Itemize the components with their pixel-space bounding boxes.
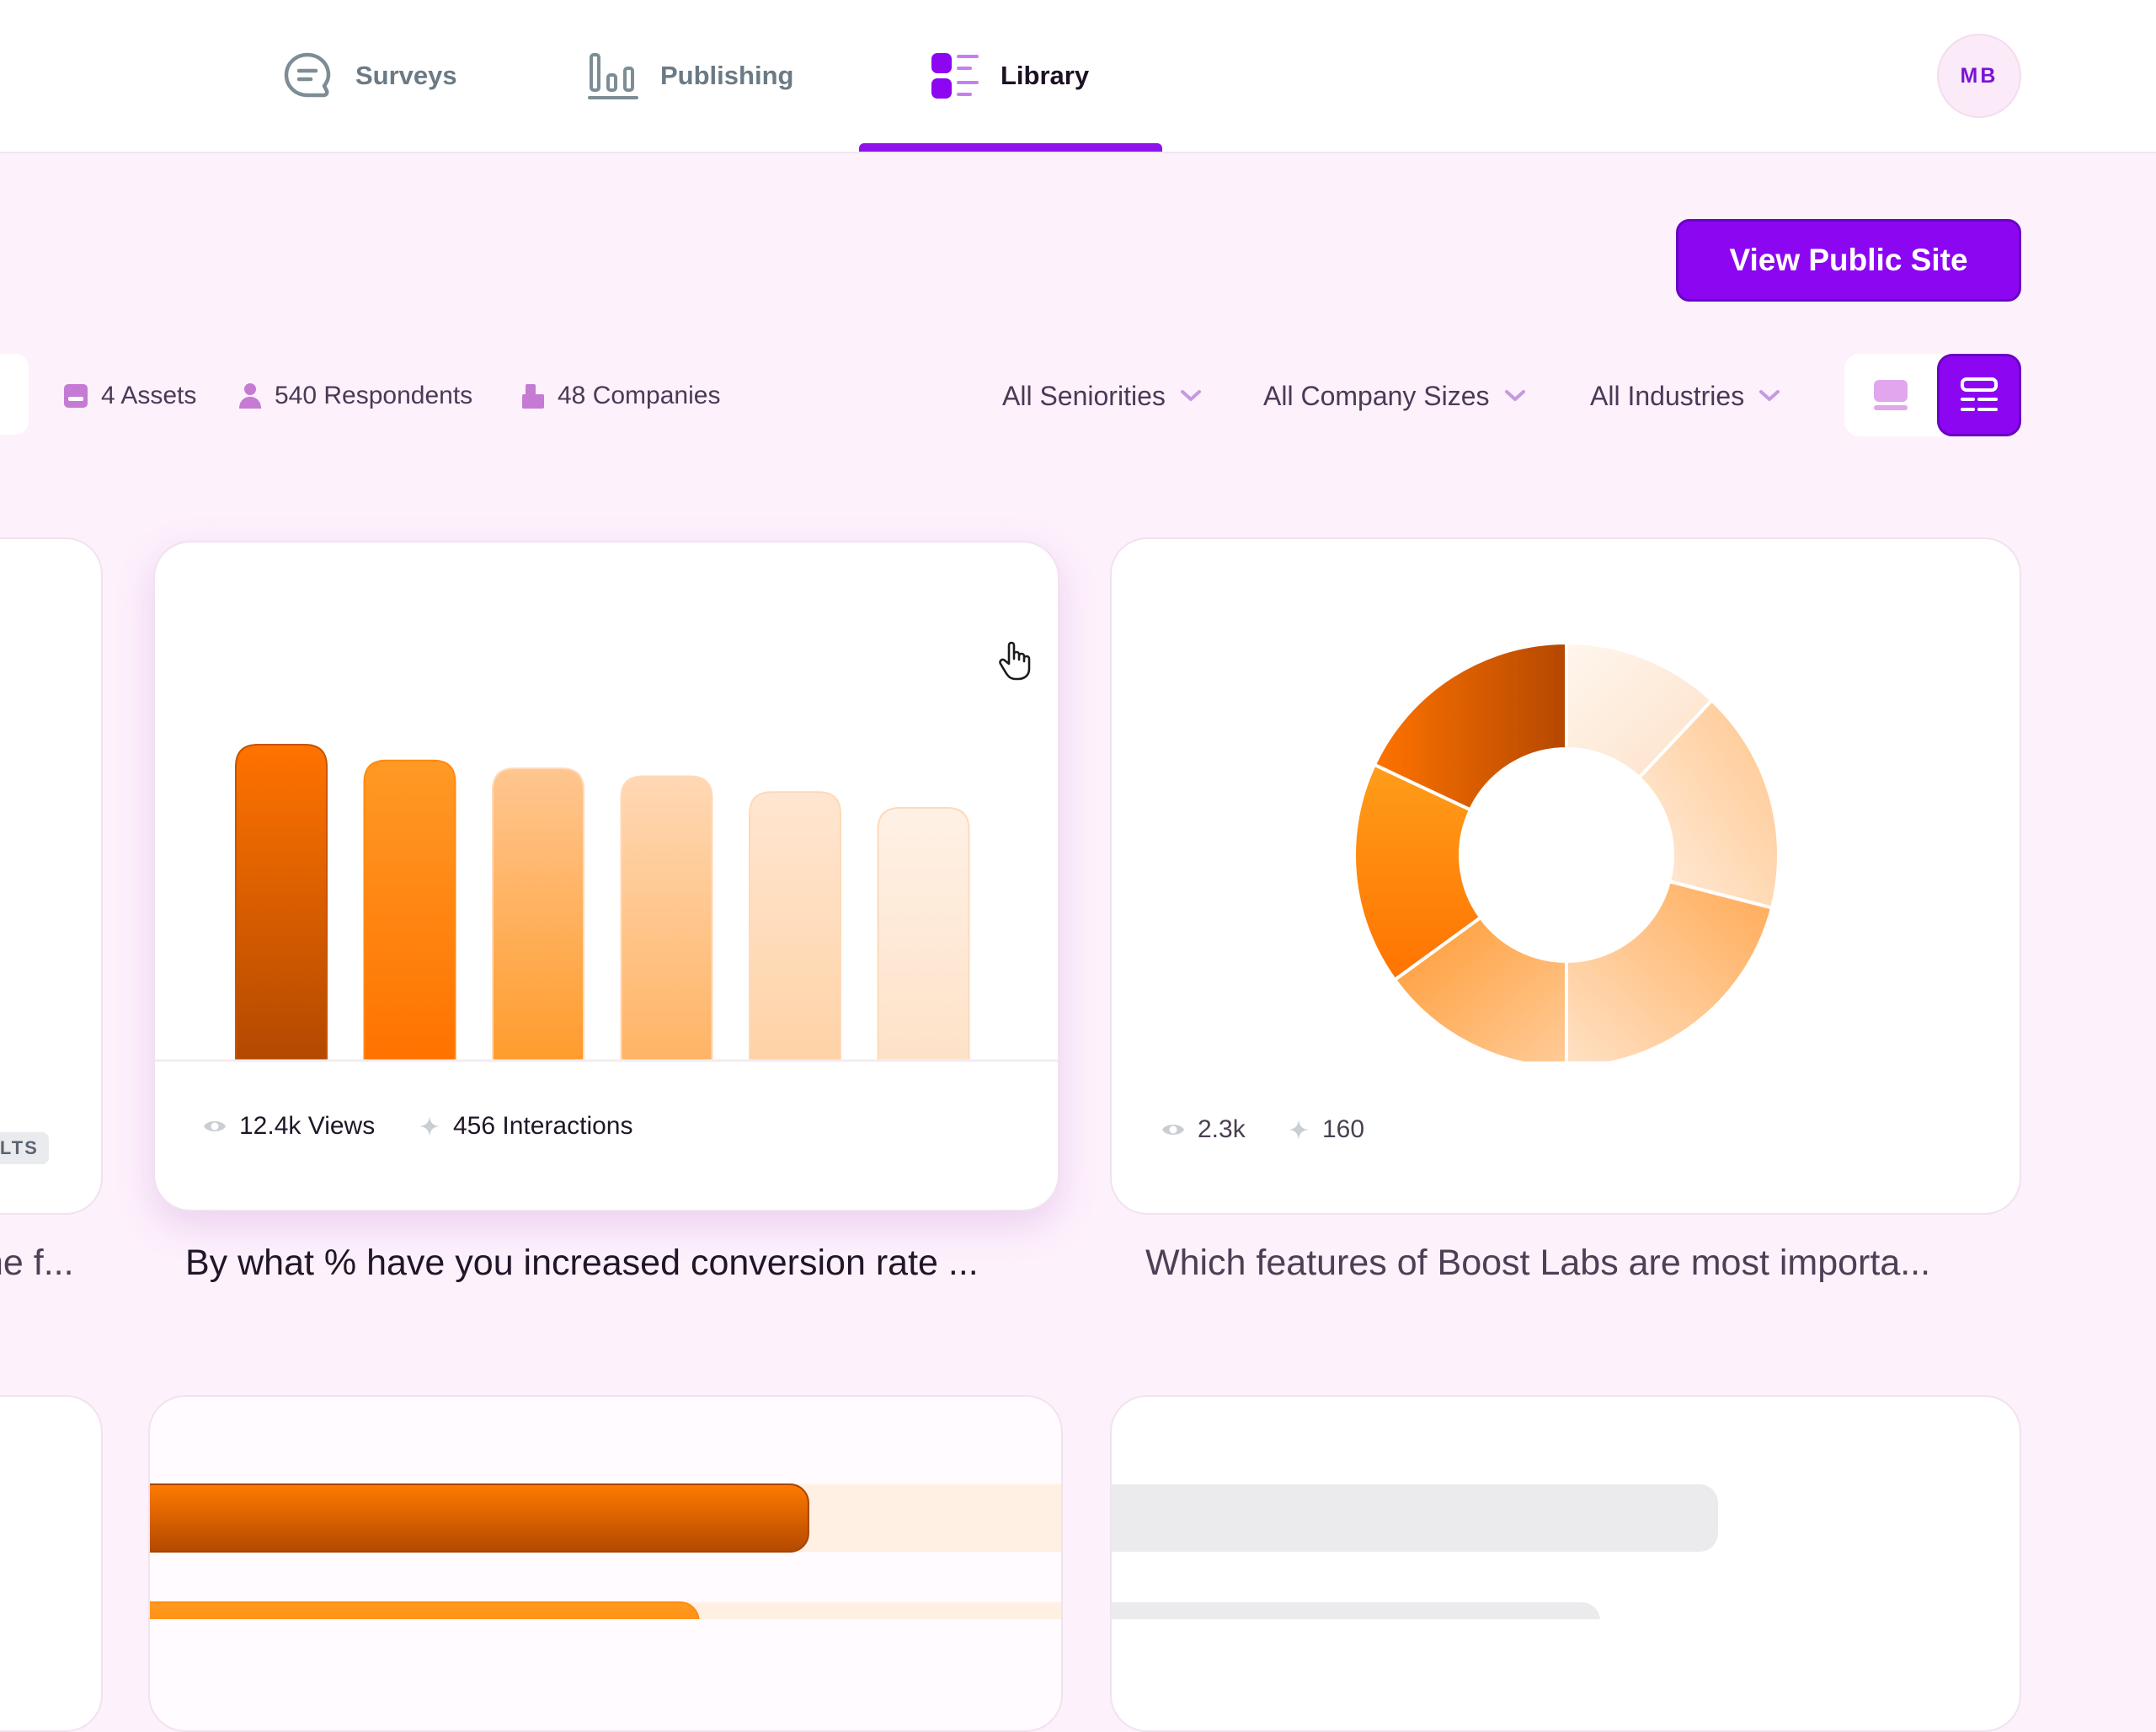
asset-card-partial[interactable] — [0, 537, 103, 1215]
respondents-stat: 540 Respondents — [237, 376, 472, 416]
sparkle-icon — [418, 1115, 441, 1138]
skeleton-bar — [1112, 1602, 1600, 1619]
views-count: 2.3k — [1198, 1115, 1246, 1143]
eye-icon — [1161, 1120, 1186, 1140]
status-badge: ULTS — [0, 1132, 49, 1164]
donut-slice-2[interactable] — [1636, 698, 1780, 911]
companies-stat: 48 Companies — [520, 376, 720, 416]
bar-chart — [155, 744, 1058, 1062]
view-public-site-button[interactable]: View Public Site — [1676, 219, 2021, 302]
donut-slice-6[interactable] — [1372, 640, 1568, 813]
hbar-1[interactable] — [150, 1483, 809, 1553]
card-view-icon — [1872, 378, 1909, 412]
avatar[interactable]: MB — [1937, 34, 2021, 118]
asset-card-bar-chart[interactable]: 12.4k Views 456 Interactions — [153, 541, 1059, 1211]
card-footer: 2.3k 160 — [1112, 1061, 2020, 1213]
industry-filter[interactable]: All Industries — [1590, 376, 1781, 416]
seniority-filter-value: All Seniorities — [1002, 380, 1166, 411]
card-title-conversion[interactable]: By what % have you increased conversion … — [185, 1243, 979, 1284]
tab-label: Library — [1001, 61, 1090, 90]
views-metric: 12.4k Views — [202, 1112, 375, 1141]
asset-card-donut-chart[interactable]: 2.3k 160 — [1110, 537, 2021, 1215]
eye-icon — [202, 1116, 227, 1136]
seniority-filter[interactable]: All Seniorities — [1002, 376, 1203, 416]
asset-card-loading[interactable] — [1110, 1395, 2021, 1732]
search-field-edge[interactable] — [0, 354, 29, 435]
card-title-text: By what % have you increased conversion … — [185, 1243, 979, 1283]
bar-4[interactable] — [620, 775, 713, 1061]
card-footer: 12.4k Views 456 Interactions — [155, 1058, 1058, 1210]
donut-slice-5[interactable] — [1353, 762, 1483, 982]
horizontal-bar-chart — [150, 1483, 1061, 1619]
bar-chart-icon — [588, 50, 638, 102]
bar-2[interactable] — [363, 759, 456, 1061]
interactions-count: 456 Interactions — [453, 1112, 633, 1140]
avatar-initials: MB — [1960, 63, 1999, 88]
tab-label: Surveys — [355, 61, 457, 90]
library-icon — [930, 51, 979, 100]
building-icon — [520, 382, 546, 409]
company-size-filter[interactable]: All Company Sizes — [1263, 376, 1527, 416]
card-title-text: he f... — [0, 1243, 74, 1283]
chevron-down-icon — [1758, 388, 1781, 404]
chat-bubble-icon — [281, 50, 334, 102]
view-public-site-label: View Public Site — [1729, 243, 1968, 277]
views-metric: 2.3k — [1161, 1115, 1246, 1144]
bar-6[interactable] — [877, 807, 970, 1061]
tab-library[interactable]: Library — [930, 47, 1089, 104]
interactions-metric: 456 Interactions — [418, 1112, 632, 1141]
donut-slice-3[interactable] — [1565, 879, 1774, 1061]
chevron-down-icon — [1179, 388, 1203, 404]
loading-skeleton — [1112, 1484, 1718, 1619]
views-count: 12.4k Views — [239, 1112, 376, 1140]
industry-filter-value: All Industries — [1590, 380, 1745, 411]
list-view-icon — [1960, 377, 1999, 414]
skeleton-bar — [1112, 1484, 1718, 1552]
hbar-2[interactable] — [150, 1601, 700, 1619]
donut-slice-4[interactable] — [1392, 915, 1568, 1061]
card-title-partial[interactable]: he f... — [0, 1243, 74, 1284]
donut-chart — [1353, 640, 1780, 1061]
person-icon — [237, 382, 263, 409]
sparkle-icon — [1287, 1118, 1310, 1141]
chevron-down-icon — [1503, 388, 1527, 404]
respondents-count: 540 Respondents — [275, 382, 473, 409]
bar-3[interactable] — [492, 767, 584, 1061]
interactions-metric: 160 — [1287, 1115, 1364, 1144]
tab-label: Publishing — [660, 61, 794, 90]
tab-publishing[interactable]: Publishing — [588, 47, 793, 104]
card-title-text: Which features of Boost Labs are most im… — [1145, 1243, 1931, 1283]
list-view-button[interactable] — [1937, 354, 2021, 436]
asset-card-hbar-chart[interactable] — [148, 1395, 1063, 1732]
bar-1[interactable] — [235, 744, 328, 1061]
company-size-filter-value: All Company Sizes — [1263, 380, 1490, 411]
hand-cursor-icon — [997, 639, 1034, 682]
asset-card-partial-row2[interactable] — [0, 1395, 103, 1732]
top-nav: Surveys Publishing Library — [0, 0, 2156, 153]
interactions-count: 160 — [1322, 1115, 1365, 1143]
assets-stat: 4 Assets — [62, 376, 196, 416]
assets-count: 4 Assets — [101, 382, 197, 409]
card-view-button[interactable] — [1853, 362, 1929, 428]
tab-surveys[interactable]: Surveys — [281, 47, 457, 104]
bar-5[interactable] — [749, 791, 841, 1061]
companies-count: 48 Companies — [558, 382, 721, 409]
asset-icon — [62, 382, 89, 409]
card-title-features[interactable]: Which features of Boost Labs are most im… — [1145, 1243, 1930, 1284]
active-tab-indicator — [859, 143, 1162, 152]
status-badge-label: ULTS — [0, 1137, 39, 1158]
